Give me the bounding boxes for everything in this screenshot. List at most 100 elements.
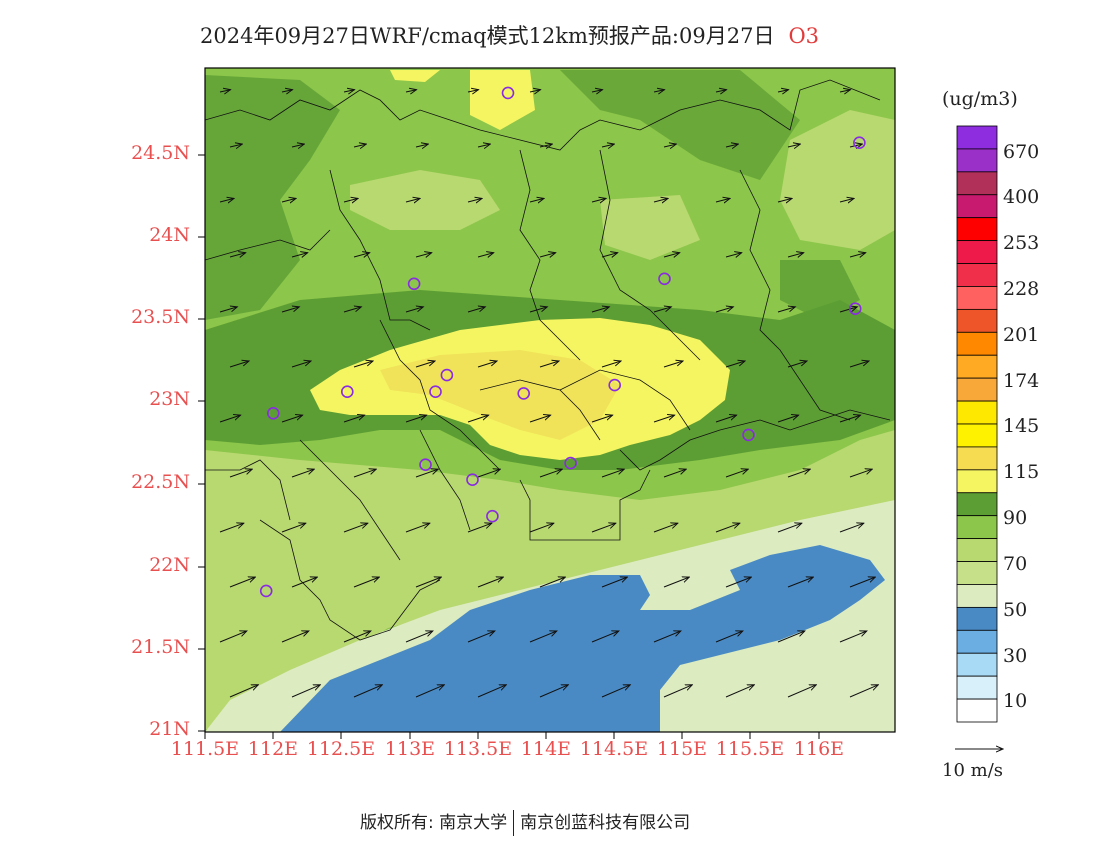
wind-arrow <box>291 469 314 478</box>
wind-arrow <box>281 90 293 92</box>
wind-arrow <box>219 631 247 643</box>
admin-boundaries <box>205 79 891 641</box>
light-green-east <box>780 110 895 250</box>
light-green-patch-1 <box>350 170 500 230</box>
yellow-north-patch <box>470 70 535 130</box>
legend-value-10: 10 <box>1003 690 1028 712</box>
lon-label-114: 114E <box>520 738 572 760</box>
wind-arrow <box>715 415 737 423</box>
wind-arrow <box>725 361 745 368</box>
wind-arrow <box>415 685 444 698</box>
wind-arrow <box>777 523 802 533</box>
colorbar-segment <box>956 538 998 562</box>
dark-green-east <box>780 260 860 320</box>
colorbar-segment <box>956 584 998 608</box>
colorbar-segment <box>956 331 998 356</box>
wind-vectors <box>219 90 878 698</box>
wind-arrow <box>281 523 306 533</box>
light-green-coastal-band <box>205 430 895 700</box>
wind-arrow <box>787 469 810 478</box>
colorbar-segment <box>956 515 998 540</box>
wind-reference-label: 10 m/s <box>942 760 1003 781</box>
wind-arrow <box>849 577 875 588</box>
wind-arrow <box>405 307 423 313</box>
legend-value-115: 115 <box>1003 461 1040 483</box>
light-green-patch-2 <box>600 195 700 260</box>
wind-arrow <box>467 631 495 643</box>
wind-arrow <box>777 198 792 202</box>
wind-arrow <box>715 307 733 313</box>
monitoring-stations <box>259 86 866 598</box>
legend-value-670: 670 <box>1003 141 1040 163</box>
colorbar-segment <box>956 652 998 677</box>
lat-label-21-5: 21.5N <box>131 636 190 658</box>
wind-arrow <box>653 415 675 423</box>
station-marker <box>440 368 454 382</box>
colorbar-segment <box>956 148 998 173</box>
wind-arrow <box>291 685 320 698</box>
station-marker <box>608 378 622 392</box>
station-marker <box>853 136 866 149</box>
lon-label-113: 113E <box>384 738 436 760</box>
wind-arrow <box>663 577 689 588</box>
wind-arrow <box>715 198 730 202</box>
colorbar-segment <box>956 240 998 264</box>
wind-arrow <box>777 415 799 423</box>
colorbar-segment <box>956 606 998 631</box>
wind-arrow <box>725 469 748 478</box>
station-marker <box>407 277 421 291</box>
lon-label-111-5: 111.5E <box>170 738 240 760</box>
wind-arrow <box>229 144 242 147</box>
wind-arrow <box>591 307 609 313</box>
wind-arrow <box>539 361 559 368</box>
wind-arrow <box>229 361 249 368</box>
colorbar-segment <box>956 308 998 333</box>
wind-arrow <box>353 469 376 478</box>
colorbar-segment <box>956 263 998 287</box>
wind-arrow <box>591 415 613 423</box>
wind-arrow <box>849 361 869 368</box>
wind-arrow <box>229 469 252 478</box>
colorbar-segment <box>956 675 998 700</box>
wind-arrow <box>777 631 805 643</box>
wind-arrow <box>663 253 680 257</box>
wind-arrow <box>529 307 547 313</box>
wind-arrow <box>787 361 807 368</box>
wind-arrow <box>839 523 864 533</box>
footer-copyright: 版权所有: 南京大学 <box>360 813 508 833</box>
wind-arrow <box>601 685 630 698</box>
station-marker <box>501 86 515 100</box>
wind-arrow <box>291 253 308 257</box>
legend-unit: (ug/m3) <box>942 88 1018 110</box>
lat-label-22-5: 22.5N <box>131 471 190 493</box>
lat-label-24-5: 24.5N <box>131 142 190 164</box>
wind-arrow <box>839 307 857 313</box>
legend-value-70: 70 <box>1003 553 1028 575</box>
concentration-field <box>205 68 895 732</box>
lon-label-116: 116E <box>793 738 845 760</box>
wind-arrow <box>529 415 551 423</box>
lon-label-114-5: 114.5E <box>579 738 649 760</box>
wind-arrow <box>591 198 606 202</box>
wind-arrow <box>529 198 544 202</box>
lon-ticks <box>204 732 820 739</box>
dark-green-west <box>205 75 340 320</box>
wind-arrow <box>653 198 668 202</box>
title-main: 2024年09月27日WRF/cmaq模式12km预报产品:09月27日 <box>200 24 775 48</box>
station-marker <box>466 473 479 487</box>
wind-arrow <box>539 685 568 698</box>
lat-label-24: 24N <box>149 224 190 246</box>
ocean-low-zone <box>280 545 885 732</box>
lon-label-112: 112E <box>247 738 299 760</box>
colorbar <box>956 125 998 723</box>
station-marker <box>742 428 755 442</box>
wind-arrow <box>415 144 428 147</box>
wind-arrow <box>405 523 430 533</box>
wind-arrow <box>839 90 851 92</box>
station-marker <box>259 584 273 598</box>
wind-arrow <box>849 469 872 478</box>
wind-arrow <box>663 469 686 478</box>
wind-arrow <box>405 415 427 423</box>
station-marker <box>340 385 354 399</box>
wind-arrow <box>219 198 234 202</box>
